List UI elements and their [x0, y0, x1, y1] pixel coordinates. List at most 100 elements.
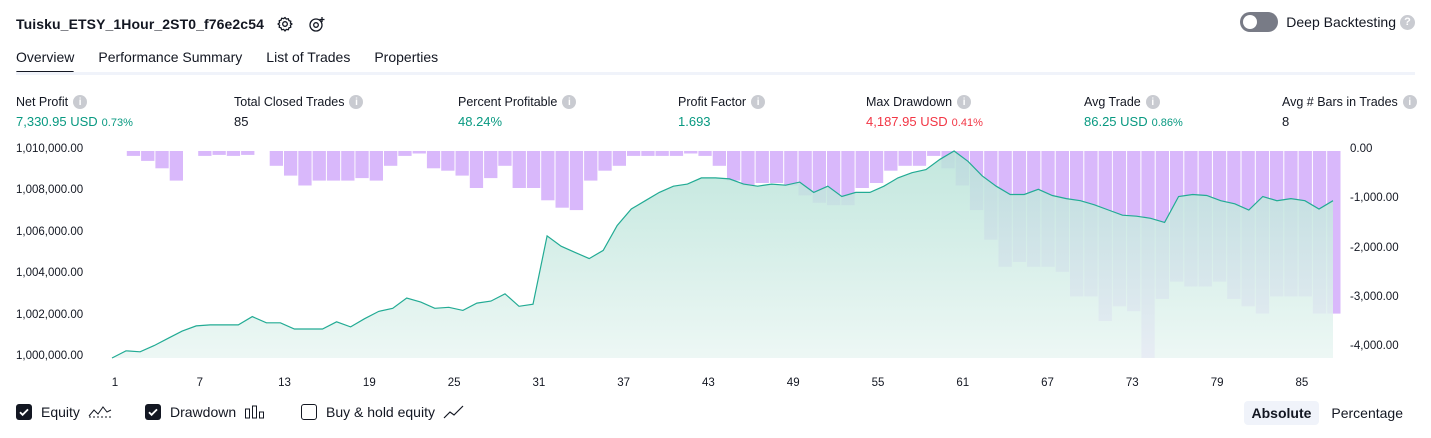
legend-equity[interactable]: Equity	[16, 404, 112, 420]
mode-absolute[interactable]: Absolute	[1243, 401, 1320, 425]
drawdown-bar	[727, 151, 741, 181]
metric-label: Total Closed Trades	[234, 95, 345, 109]
deep-backtesting-toggle[interactable]	[1240, 12, 1279, 32]
drawdown-bar	[241, 151, 255, 155]
metric-label: Net Profit	[16, 95, 69, 109]
drawdown-bar	[498, 151, 512, 166]
left-axis-tick: 1,006,000.00	[16, 225, 84, 238]
drawdown-bar	[912, 151, 927, 166]
drawdown-bar	[212, 151, 226, 155]
drawdown-bar	[526, 151, 541, 188]
drawdown-bar	[341, 151, 355, 181]
metric-avg-trade: Avg Trade i 86.25 USD 0.86%	[1084, 94, 1183, 129]
drawdown-bar	[398, 151, 412, 156]
drawdown-bar	[627, 151, 641, 156]
drawdown-bar	[369, 151, 383, 181]
mode-percentage[interactable]: Percentage	[1331, 405, 1403, 421]
strategy-title: Tuisku_ETSY_1Hour_2ST0_f76e2c54	[16, 16, 264, 32]
drawdown-bar	[769, 151, 784, 183]
drawdown-bar	[512, 151, 526, 188]
drawdown-bar	[155, 151, 169, 169]
info-icon[interactable]: i	[562, 95, 577, 109]
metric-value: 85	[234, 114, 249, 129]
drawdown-bar	[484, 151, 498, 179]
drawdown-bar	[684, 151, 698, 154]
left-axis-tick: 1,010,000.00	[16, 143, 84, 155]
drawdown-bar	[641, 151, 655, 156]
metric-label: Percent Profitable	[458, 95, 558, 109]
right-axis-tick: -1,000.00	[1350, 192, 1399, 205]
info-icon[interactable]: i	[349, 95, 364, 109]
right-axis-tick: -3,000.00	[1350, 290, 1399, 303]
drawdown-bar	[455, 151, 469, 176]
info-icon[interactable]: i	[751, 95, 766, 109]
x-axis-tick: 73	[1125, 377, 1139, 389]
drawdown-bar	[755, 151, 769, 183]
drawdown-bar	[198, 151, 212, 156]
x-axis-tick: 1	[111, 377, 119, 389]
left-axis-tick: 1,000,000.00	[16, 350, 84, 362]
drawdown-bar	[541, 151, 555, 201]
x-axis-tick: 37	[617, 377, 631, 389]
drawdown-bar	[141, 151, 155, 161]
tab-performance-summary[interactable]: Performance Summary	[98, 49, 243, 65]
equity-line-icon	[88, 404, 112, 420]
info-icon[interactable]: i	[73, 95, 88, 109]
metric-value: 48.24%	[458, 114, 503, 129]
metric-total-closed-trades: Total Closed Trades i 85	[234, 94, 364, 129]
drawdown-bar	[384, 151, 398, 166]
strategy-header: Tuisku_ETSY_1Hour_2ST0_f76e2c54	[16, 10, 328, 38]
info-icon[interactable]: i	[957, 95, 972, 109]
drawdown-bar	[298, 151, 312, 186]
gear-icon[interactable]	[274, 13, 296, 35]
x-axis-tick: 19	[362, 377, 376, 389]
drawdown-bar	[884, 151, 898, 171]
tab-list-of-trades[interactable]: List of Trades	[266, 49, 351, 65]
metric-value: 8	[1282, 114, 1290, 129]
toggle-knob	[1243, 15, 1258, 29]
trend-line-icon	[443, 404, 465, 420]
drawdown-bar	[284, 151, 298, 176]
metric-value: 1.693	[678, 114, 711, 129]
legend-label: Drawdown	[170, 404, 237, 420]
x-axis-tick: 43	[702, 377, 715, 389]
x-axis-tick: 7	[196, 377, 203, 389]
camera-icon[interactable]	[306, 13, 328, 35]
tab-properties[interactable]: Properties	[374, 49, 439, 65]
metric-label: Avg Trade	[1084, 95, 1141, 109]
legend-drawdown[interactable]: Drawdown	[145, 404, 266, 420]
legend-buy-hold[interactable]: Buy & hold equity	[301, 404, 465, 420]
drawdown-bar	[741, 151, 755, 186]
drawdown-bar	[584, 151, 598, 181]
legend-label: Buy & hold equity	[326, 404, 435, 420]
drawdown-bar	[312, 151, 326, 181]
drawdown-bar	[126, 151, 141, 156]
drawdown-bar	[898, 151, 912, 166]
metric-percent: 0.41%	[951, 117, 983, 129]
drawdown-checkbox[interactable]	[145, 404, 161, 420]
x-axis-tick: 49	[786, 377, 800, 389]
metric-net-profit: Net Profit i 7,330.95 USD 0.73%	[16, 94, 133, 129]
drawdown-bar	[226, 151, 241, 156]
help-icon[interactable]: ?	[1400, 14, 1415, 30]
drawdown-bar	[598, 151, 612, 171]
buy-hold-checkbox[interactable]	[301, 404, 317, 420]
info-icon[interactable]: i	[1402, 95, 1417, 109]
drawdown-bar	[669, 151, 684, 156]
equity-checkbox[interactable]	[16, 404, 32, 420]
tab-divider	[16, 72, 1415, 75]
drawdown-bar	[355, 151, 369, 179]
drawdown-bar	[841, 151, 855, 206]
drawdown-bar	[784, 151, 798, 186]
metric-avg-bars: Avg # Bars in Trades i 8	[1282, 94, 1417, 129]
right-axis-tick: -2,000.00	[1350, 241, 1399, 254]
drawdown-bar	[869, 151, 884, 183]
tab-bar: Overview Performance Summary List of Tra…	[16, 44, 462, 74]
metric-percent: 0.73%	[101, 117, 133, 129]
metric-label: Profit Factor	[678, 95, 747, 109]
drawdown-bar	[441, 151, 455, 171]
metric-percent-profitable: Percent Profitable i 48.24%	[458, 94, 577, 129]
drawdown-bar	[412, 151, 426, 154]
info-icon[interactable]: i	[1145, 95, 1160, 109]
